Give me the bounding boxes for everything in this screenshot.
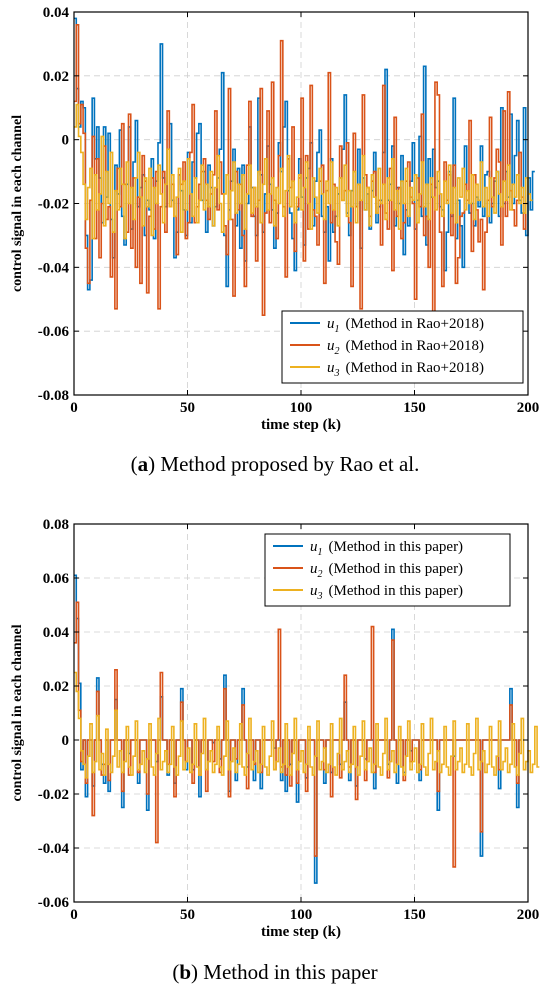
legend-entry-u2: u2 (Method in this paper) <box>310 561 463 580</box>
legend: u1 (Method in this paper) u2 (Method in thi… <box>264 533 511 607</box>
x-tick-label: 100 <box>290 400 313 416</box>
caption-b-text: Method in this paper <box>203 960 378 984</box>
y-tick-label: -0.06 <box>38 895 70 911</box>
legend-box <box>281 310 524 384</box>
series-line-u2 <box>74 23 528 317</box>
series-line-u3 <box>74 103 533 240</box>
x-tick-label: 200 <box>517 907 540 923</box>
legend-entry-u3: u3 (Method in Rao+2018) <box>327 360 484 379</box>
x-tick-label: 0 <box>70 400 78 416</box>
y-tick-label: 0.04 <box>43 625 70 641</box>
legend-entry-u2: u2 (Method in Rao+2018) <box>327 338 484 357</box>
legend-entry-u3: u3 (Method in this paper) <box>310 583 463 602</box>
caption-b-letter: b <box>179 960 192 984</box>
caption-b: (b) Method in this paper <box>172 960 378 984</box>
y-axis-label: control signal in each channel <box>10 115 25 292</box>
x-tick-label: 100 <box>290 907 313 923</box>
series-line-u3 <box>74 671 540 779</box>
series-line-u2 <box>74 601 522 868</box>
caption-a: (a) Method proposed by Rao et al. <box>130 452 420 476</box>
y-tick-label: 0 <box>62 133 70 149</box>
y-tick-label: 0 <box>62 733 70 749</box>
legend-box <box>264 533 511 607</box>
y-tick-label: -0.04 <box>38 841 70 857</box>
x-tick-label: 150 <box>403 400 426 416</box>
y-tick-label: -0.02 <box>38 787 69 803</box>
x-tick-label: 150 <box>403 907 426 923</box>
y-tick-label: -0.04 <box>38 260 70 276</box>
y-tick-label: 0.02 <box>43 679 69 695</box>
x-tick-label: 0 <box>70 907 78 923</box>
chart-panel-a: 0 50 100 150 200 -0.08 -0.06 -0.04 -0.02 0 0.02 0.0… <box>0 0 550 495</box>
x-axis-label: time step (k) <box>261 924 341 940</box>
y-tick-label: 0.06 <box>43 571 70 587</box>
y-tick-label: 0.02 <box>43 69 69 85</box>
y-tick-label: 0.08 <box>43 517 69 533</box>
legend-entry-u1: u1 (Method in Rao+2018) <box>327 316 484 335</box>
caption-a-letter: a <box>137 452 149 476</box>
y-tick-label: 0.04 <box>43 5 70 21</box>
x-tick-label: 200 <box>517 400 540 416</box>
caption-a-text: Method proposed by Rao et al. <box>160 452 420 476</box>
x-tick-label: 50 <box>180 907 195 923</box>
series-line-u1 <box>74 17 535 291</box>
y-tick-label: -0.08 <box>38 388 69 404</box>
chart-a-svg: 0 50 100 150 200 -0.08 -0.06 -0.04 -0.02 0 0.02 0.0… <box>10 5 540 433</box>
chart-panel-b: 0 50 100 150 200 -0.06 -0.04 -0.02 0 0.02 0.04 0.06… <box>0 498 550 998</box>
y-axis-label: control signal in each channel <box>10 624 25 801</box>
chart-b-svg: 0 50 100 150 200 -0.06 -0.04 -0.02 0 0.02 0.04 0.06… <box>10 517 540 940</box>
x-tick-label: 50 <box>180 400 195 416</box>
legend: u1 (Method in Rao+2018) u2 (Method in Rao+2… <box>281 310 524 384</box>
y-tick-label: -0.06 <box>38 324 70 340</box>
y-tick-label: -0.02 <box>38 197 69 213</box>
x-axis-label: time step (k) <box>261 417 341 433</box>
series-line-u1 <box>74 574 522 884</box>
legend-entry-u1: u1 (Method in this paper) <box>310 539 463 558</box>
